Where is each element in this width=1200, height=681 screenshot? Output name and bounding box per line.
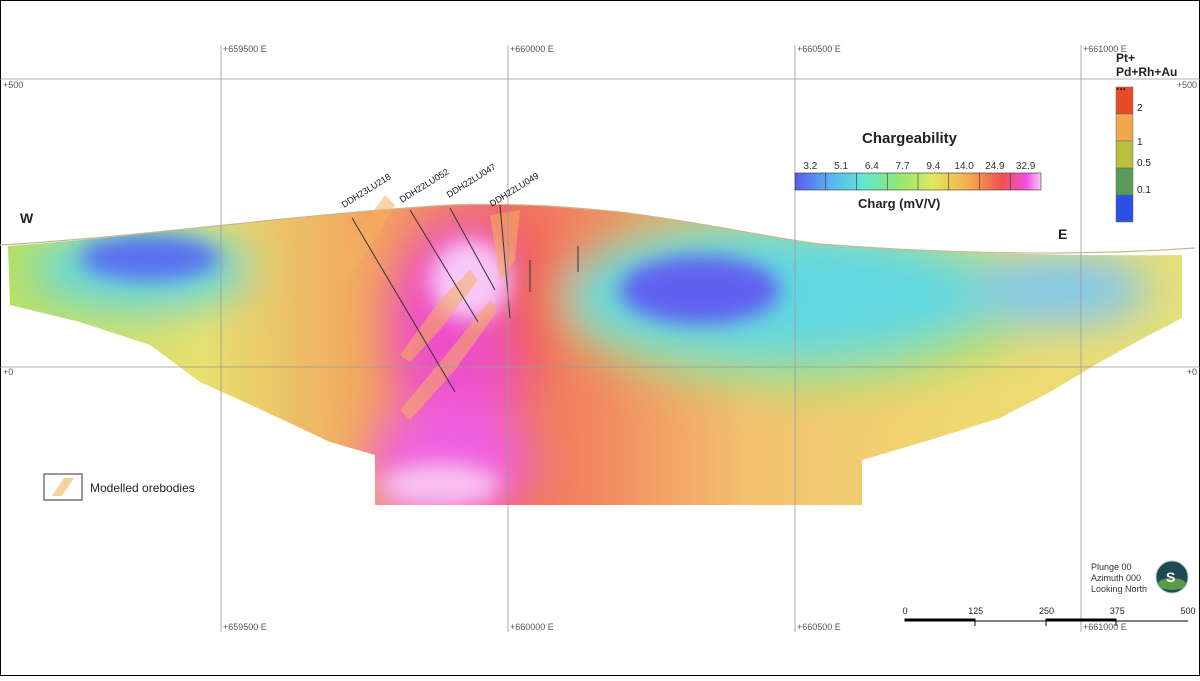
grid-label-left: +500 <box>3 80 23 90</box>
grid-label-top: +660000 E <box>510 44 554 54</box>
view-info: Azimuth 000 <box>1091 573 1141 583</box>
view-info: Plunge 00 <box>1091 562 1132 572</box>
grade-legend-title: Pt+ Pd+Rh+Au ... <box>1116 51 1181 93</box>
grid-label-bottom: +661000 E <box>1083 622 1127 632</box>
grid-label-bottom: +660500 E <box>797 622 841 632</box>
east-label: E <box>1058 226 1067 242</box>
grid-label-top: +660500 E <box>797 44 841 54</box>
colorbar-tick: 3.2 <box>803 161 817 172</box>
colorbar-tick: 9.4 <box>926 161 940 172</box>
grade-legend-label: 1 <box>1137 137 1143 148</box>
grid-label-left: +0 <box>3 367 13 377</box>
grade-legend-label: 0.5 <box>1137 158 1151 169</box>
drillhole-traces <box>351 204 579 393</box>
colorbar-unit: Charg (mV/V) <box>858 196 940 211</box>
orebody-legend-swatch <box>52 478 74 496</box>
grid-label-right: +500 <box>1177 80 1197 90</box>
orebodies <box>330 195 520 420</box>
grid-label-top: +661000 E <box>1083 44 1127 54</box>
colorbar-tick: 14.0 <box>954 161 974 172</box>
grade-legend-boxes <box>1115 86 1134 223</box>
scale-label: 500 <box>1180 606 1195 616</box>
grid-label-top: +659500 E <box>223 44 267 54</box>
grid <box>0 45 1200 632</box>
compass-letter: S <box>1166 569 1175 585</box>
colorbar-tick: 7.7 <box>896 161 910 172</box>
grid-label-bottom: +660000 E <box>510 622 554 632</box>
compass-ground <box>1158 578 1186 590</box>
scale-label: 375 <box>1110 606 1125 616</box>
west-label: W <box>20 210 34 226</box>
grade-legend-label: 2 <box>1137 103 1143 114</box>
colorbar-tick: 24.9 <box>985 161 1005 172</box>
scale-label: 250 <box>1039 606 1054 616</box>
colorbar-tick: 5.1 <box>834 161 848 172</box>
grade-legend-label: 0.1 <box>1137 185 1151 196</box>
colorbar-tick: 32.9 <box>1016 161 1036 172</box>
scale-bar <box>904 618 1188 626</box>
scale-label: 125 <box>968 606 983 616</box>
view-info: Looking North <box>1091 584 1147 594</box>
orebody-legend-label: Modelled orebodies <box>90 481 195 495</box>
topography <box>0 203 1196 254</box>
scale-label: 0 <box>902 606 907 616</box>
grid-label-right: +0 <box>1187 367 1197 377</box>
grid-label-bottom: +659500 E <box>223 622 267 632</box>
chargeability-title: Chargeability <box>862 130 958 147</box>
colorbar-tick: 6.4 <box>865 161 879 172</box>
